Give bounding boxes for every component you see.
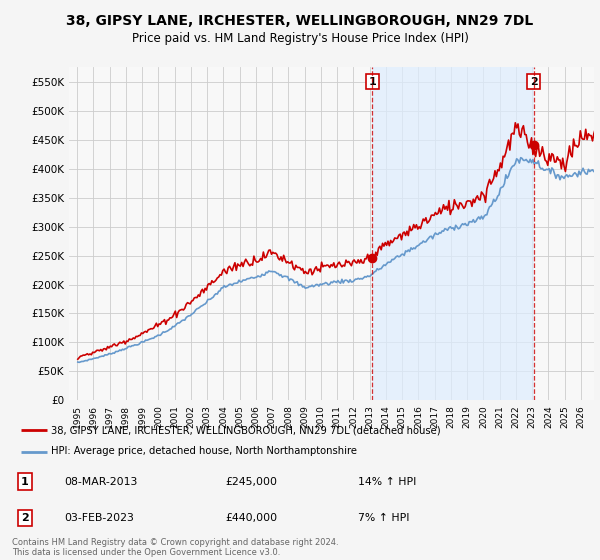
Text: £440,000: £440,000	[225, 513, 277, 523]
Text: Price paid vs. HM Land Registry's House Price Index (HPI): Price paid vs. HM Land Registry's House …	[131, 32, 469, 45]
Bar	[373, 67, 533, 400]
Text: 38, GIPSY LANE, IRCHESTER, WELLINGBOROUGH, NN29 7DL (detached house): 38, GIPSY LANE, IRCHESTER, WELLINGBOROUG…	[51, 425, 441, 435]
Text: 03-FEB-2023: 03-FEB-2023	[64, 513, 134, 523]
Bar	[533, 67, 594, 400]
Text: 1: 1	[21, 477, 29, 487]
Text: 08-MAR-2013: 08-MAR-2013	[64, 477, 137, 487]
Text: £245,000: £245,000	[225, 477, 277, 487]
Text: 2: 2	[530, 77, 538, 87]
Text: 38, GIPSY LANE, IRCHESTER, WELLINGBOROUGH, NN29 7DL: 38, GIPSY LANE, IRCHESTER, WELLINGBOROUG…	[67, 14, 533, 28]
Text: 1: 1	[368, 77, 376, 87]
Text: 7% ↑ HPI: 7% ↑ HPI	[358, 513, 409, 523]
Text: 2: 2	[21, 513, 29, 523]
Text: HPI: Average price, detached house, North Northamptonshire: HPI: Average price, detached house, Nort…	[51, 446, 357, 456]
Text: 14% ↑ HPI: 14% ↑ HPI	[358, 477, 416, 487]
Text: Contains HM Land Registry data © Crown copyright and database right 2024.
This d: Contains HM Land Registry data © Crown c…	[12, 538, 338, 557]
